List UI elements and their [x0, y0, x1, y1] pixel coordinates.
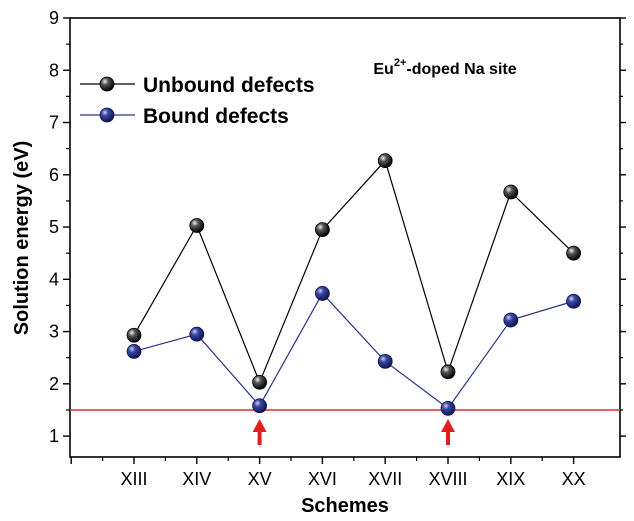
- legend-entry-bound: Bound defects: [80, 105, 289, 128]
- y-tick-label: 5: [49, 217, 59, 237]
- data-point: [440, 364, 456, 380]
- annotation-base: Eu: [373, 61, 393, 78]
- data-point: [126, 327, 142, 343]
- annotation-superscript: 2+: [394, 57, 407, 69]
- data-point: [566, 293, 581, 309]
- data-point: [503, 312, 519, 328]
- data-point: [189, 326, 205, 342]
- arrow-markers: [252, 418, 455, 445]
- series-line: [133, 159, 575, 384]
- x-tick-label: XVIII: [428, 469, 467, 489]
- data-point: [126, 344, 142, 359]
- series-layer: [126, 153, 581, 416]
- arrow-head: [441, 418, 455, 432]
- x-tick-label: XIX: [496, 469, 525, 489]
- y-tick-label: 6: [49, 165, 59, 185]
- x-tick-label: XVI: [308, 469, 337, 489]
- data-point: [566, 245, 581, 261]
- data-point: [189, 218, 205, 233]
- legend-marker-bound: [99, 107, 115, 123]
- y-tick-label: 8: [49, 60, 59, 80]
- series-line: [133, 292, 574, 410]
- y-tick-label: 7: [49, 113, 59, 133]
- legend-entry-unbound: Unbound defects: [80, 74, 315, 97]
- red-arrow: [252, 418, 267, 445]
- doping-annotation: Eu2+-doped Na site: [373, 57, 516, 78]
- x-axis: XIII XIV XV XVI XVII XVIII XIX XX: [70, 457, 586, 489]
- x-tick-label: XVII: [368, 469, 402, 489]
- data-point: [440, 400, 456, 416]
- annotation-rest: -doped Na site: [406, 61, 516, 78]
- red-arrow: [441, 418, 455, 445]
- legend: Unbound defects Bound defects: [80, 74, 315, 128]
- y-tick-label: 1: [49, 426, 59, 446]
- legend-marker-unbound: [99, 76, 115, 92]
- data-point: [252, 374, 268, 390]
- x-axis-title: Schemes: [301, 495, 389, 517]
- legend-label-bound: Bound defects: [143, 105, 289, 128]
- data-point: [377, 353, 393, 369]
- arrow-head: [252, 418, 267, 432]
- plot-frame: [69, 17, 621, 458]
- data-point: [314, 286, 330, 301]
- y-tick-label: 2: [49, 374, 59, 394]
- y-tick-label: 9: [49, 8, 59, 28]
- y-axis-title: Solution energy (eV): [11, 141, 33, 335]
- series-bound: [126, 286, 581, 416]
- x-tick-label: XV: [248, 469, 272, 489]
- x-tick-label: XX: [562, 469, 586, 489]
- legend-label-unbound: Unbound defects: [143, 74, 315, 97]
- x-tick-label: XIV: [182, 469, 211, 489]
- data-point: [503, 184, 519, 200]
- x-tick-label: XIII: [120, 469, 147, 489]
- data-point: [252, 398, 268, 414]
- data-point: [377, 153, 393, 169]
- y-tick-label: 4: [49, 269, 59, 289]
- y-axis: 1 2 3 4 5 6 7 8 9: [49, 8, 70, 446]
- data-point: [314, 222, 330, 238]
- series-unbound: [126, 153, 581, 390]
- right-axis-ticks: [620, 17, 626, 437]
- y-tick-label: 3: [49, 322, 59, 342]
